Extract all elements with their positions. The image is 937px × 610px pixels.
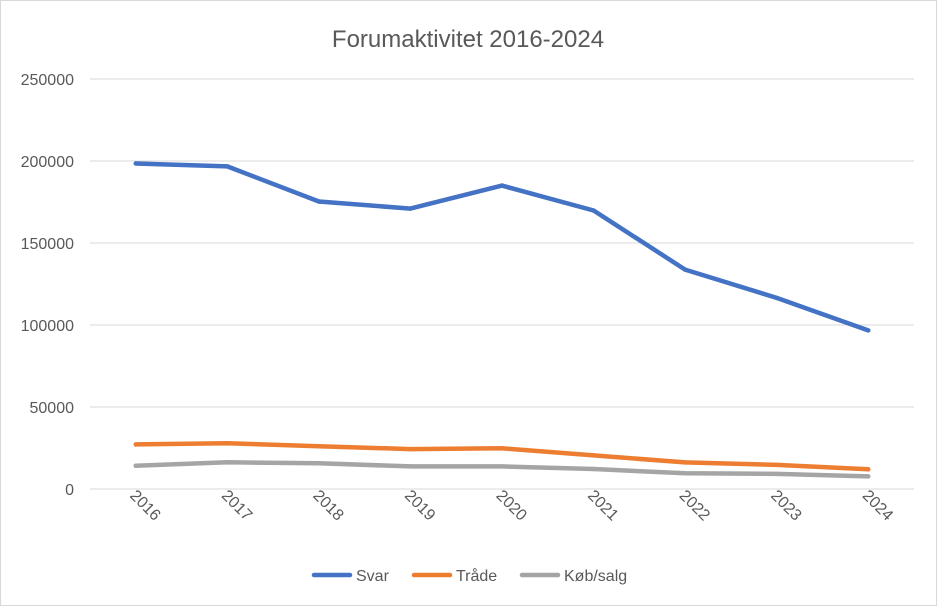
data-point [866,474,871,479]
data-point [408,464,413,469]
data-point [499,464,505,469]
data-point [225,441,230,446]
data-point [682,471,688,476]
y-tick-label: 200000 [21,154,74,171]
x-tick-label: 2018 [309,487,346,524]
gridlines [90,78,914,490]
data-point [774,462,779,468]
data-point [866,328,871,333]
data-point [225,460,230,465]
y-tick-label: 100000 [21,318,74,335]
data-point [408,446,413,452]
data-point [133,442,138,447]
legend-label: Svar [356,568,390,585]
data-point [499,183,505,188]
x-tick-label: 2024 [859,487,896,524]
x-tick-label: 2019 [401,487,438,524]
data-point [682,267,688,272]
chart-title: Forumaktivitet 2016-2024 [332,26,604,53]
data-point [316,199,322,204]
data-point [133,161,138,166]
data-point [316,443,322,449]
x-axis-ticks: 2016 2017 2018 2019 2020 2021 2022 2023 2024 [126,487,896,524]
data-point [682,460,688,465]
data-point [499,446,505,451]
series-lines [133,161,871,479]
data-point [316,461,322,466]
data-point [133,463,138,468]
legend: Svar Tråde Køb/salg [311,567,627,585]
data-point [408,206,413,211]
y-tick-label: 0 [65,482,74,499]
data-point [225,164,230,169]
x-tick-label: 2016 [126,487,163,524]
x-tick-label: 2023 [767,487,804,524]
data-point [591,208,596,213]
x-tick-label: 2020 [493,487,530,524]
y-tick-label: 150000 [21,236,74,253]
legend-label: Køb/salg [564,568,627,585]
x-tick-label: 2022 [676,487,713,524]
legend-label: Tråde [456,567,497,585]
x-tick-label: 2021 [584,487,621,524]
data-point [591,466,596,472]
data-point [774,295,779,301]
y-tick-label: 50000 [30,400,75,417]
data-point [866,467,871,472]
y-axis-ticks: 0 50000 100000 150000 200000 250000 [21,72,74,499]
x-tick-label: 2017 [218,487,255,524]
series-line-0 [133,161,871,333]
y-tick-label: 250000 [21,72,74,89]
data-point [591,453,596,458]
data-point [774,471,779,477]
